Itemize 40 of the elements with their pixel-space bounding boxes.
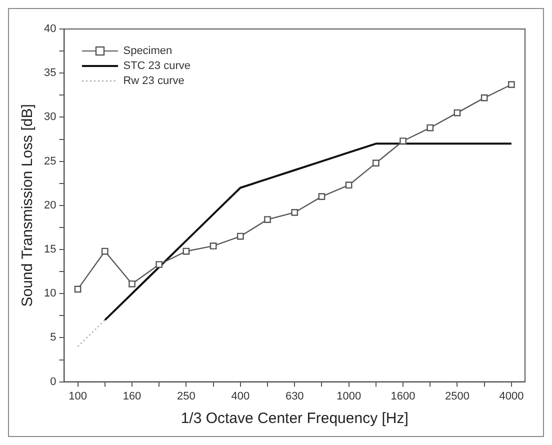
point [400,138,406,144]
point [156,261,163,268]
point [480,94,488,102]
point [318,193,326,200]
point [345,182,352,189]
point [426,124,434,132]
point [291,209,298,216]
x-tick-label: 400 [231,390,250,402]
y-tick-label: 35 [44,67,56,80]
legend-label: Specimen [123,44,172,56]
legend-label: Rw 23 curve [123,74,184,86]
y-tick-label: 10 [44,288,56,300]
y-tick-label: 40 [44,23,56,36]
x-tick-label: 250 [177,390,196,402]
point [454,109,461,116]
y-tick-label: 0 [50,376,56,388]
legend-label: STC 23 curve [123,60,190,72]
point [101,248,108,255]
point [128,280,136,288]
point [74,286,82,293]
x-tick-label: 160 [122,390,142,402]
y-tick-label: 15 [44,244,56,256]
point [372,160,380,166]
point [264,216,271,223]
y-tick-label: 5 [50,332,56,344]
point [182,248,190,255]
x-axis-title: 1/3 Octave Center Frequency [Hz] [180,410,408,428]
x-tick-label: 1600 [390,390,416,402]
point [508,81,515,88]
x-tick-label: 4000 [499,390,524,402]
x-tick-label: 1000 [336,390,362,402]
y-axis-title: Sound Transmission Loss [dB] [19,104,36,307]
x-tick-label: 100 [68,390,87,402]
x-tick-label: 630 [285,390,304,402]
y-tick-label: 25 [44,155,56,168]
y-tick-label: 30 [44,111,56,124]
point [236,232,244,240]
point [210,242,217,250]
y-tick-label: 20 [44,199,56,212]
x-tick-label: 2500 [445,390,470,402]
